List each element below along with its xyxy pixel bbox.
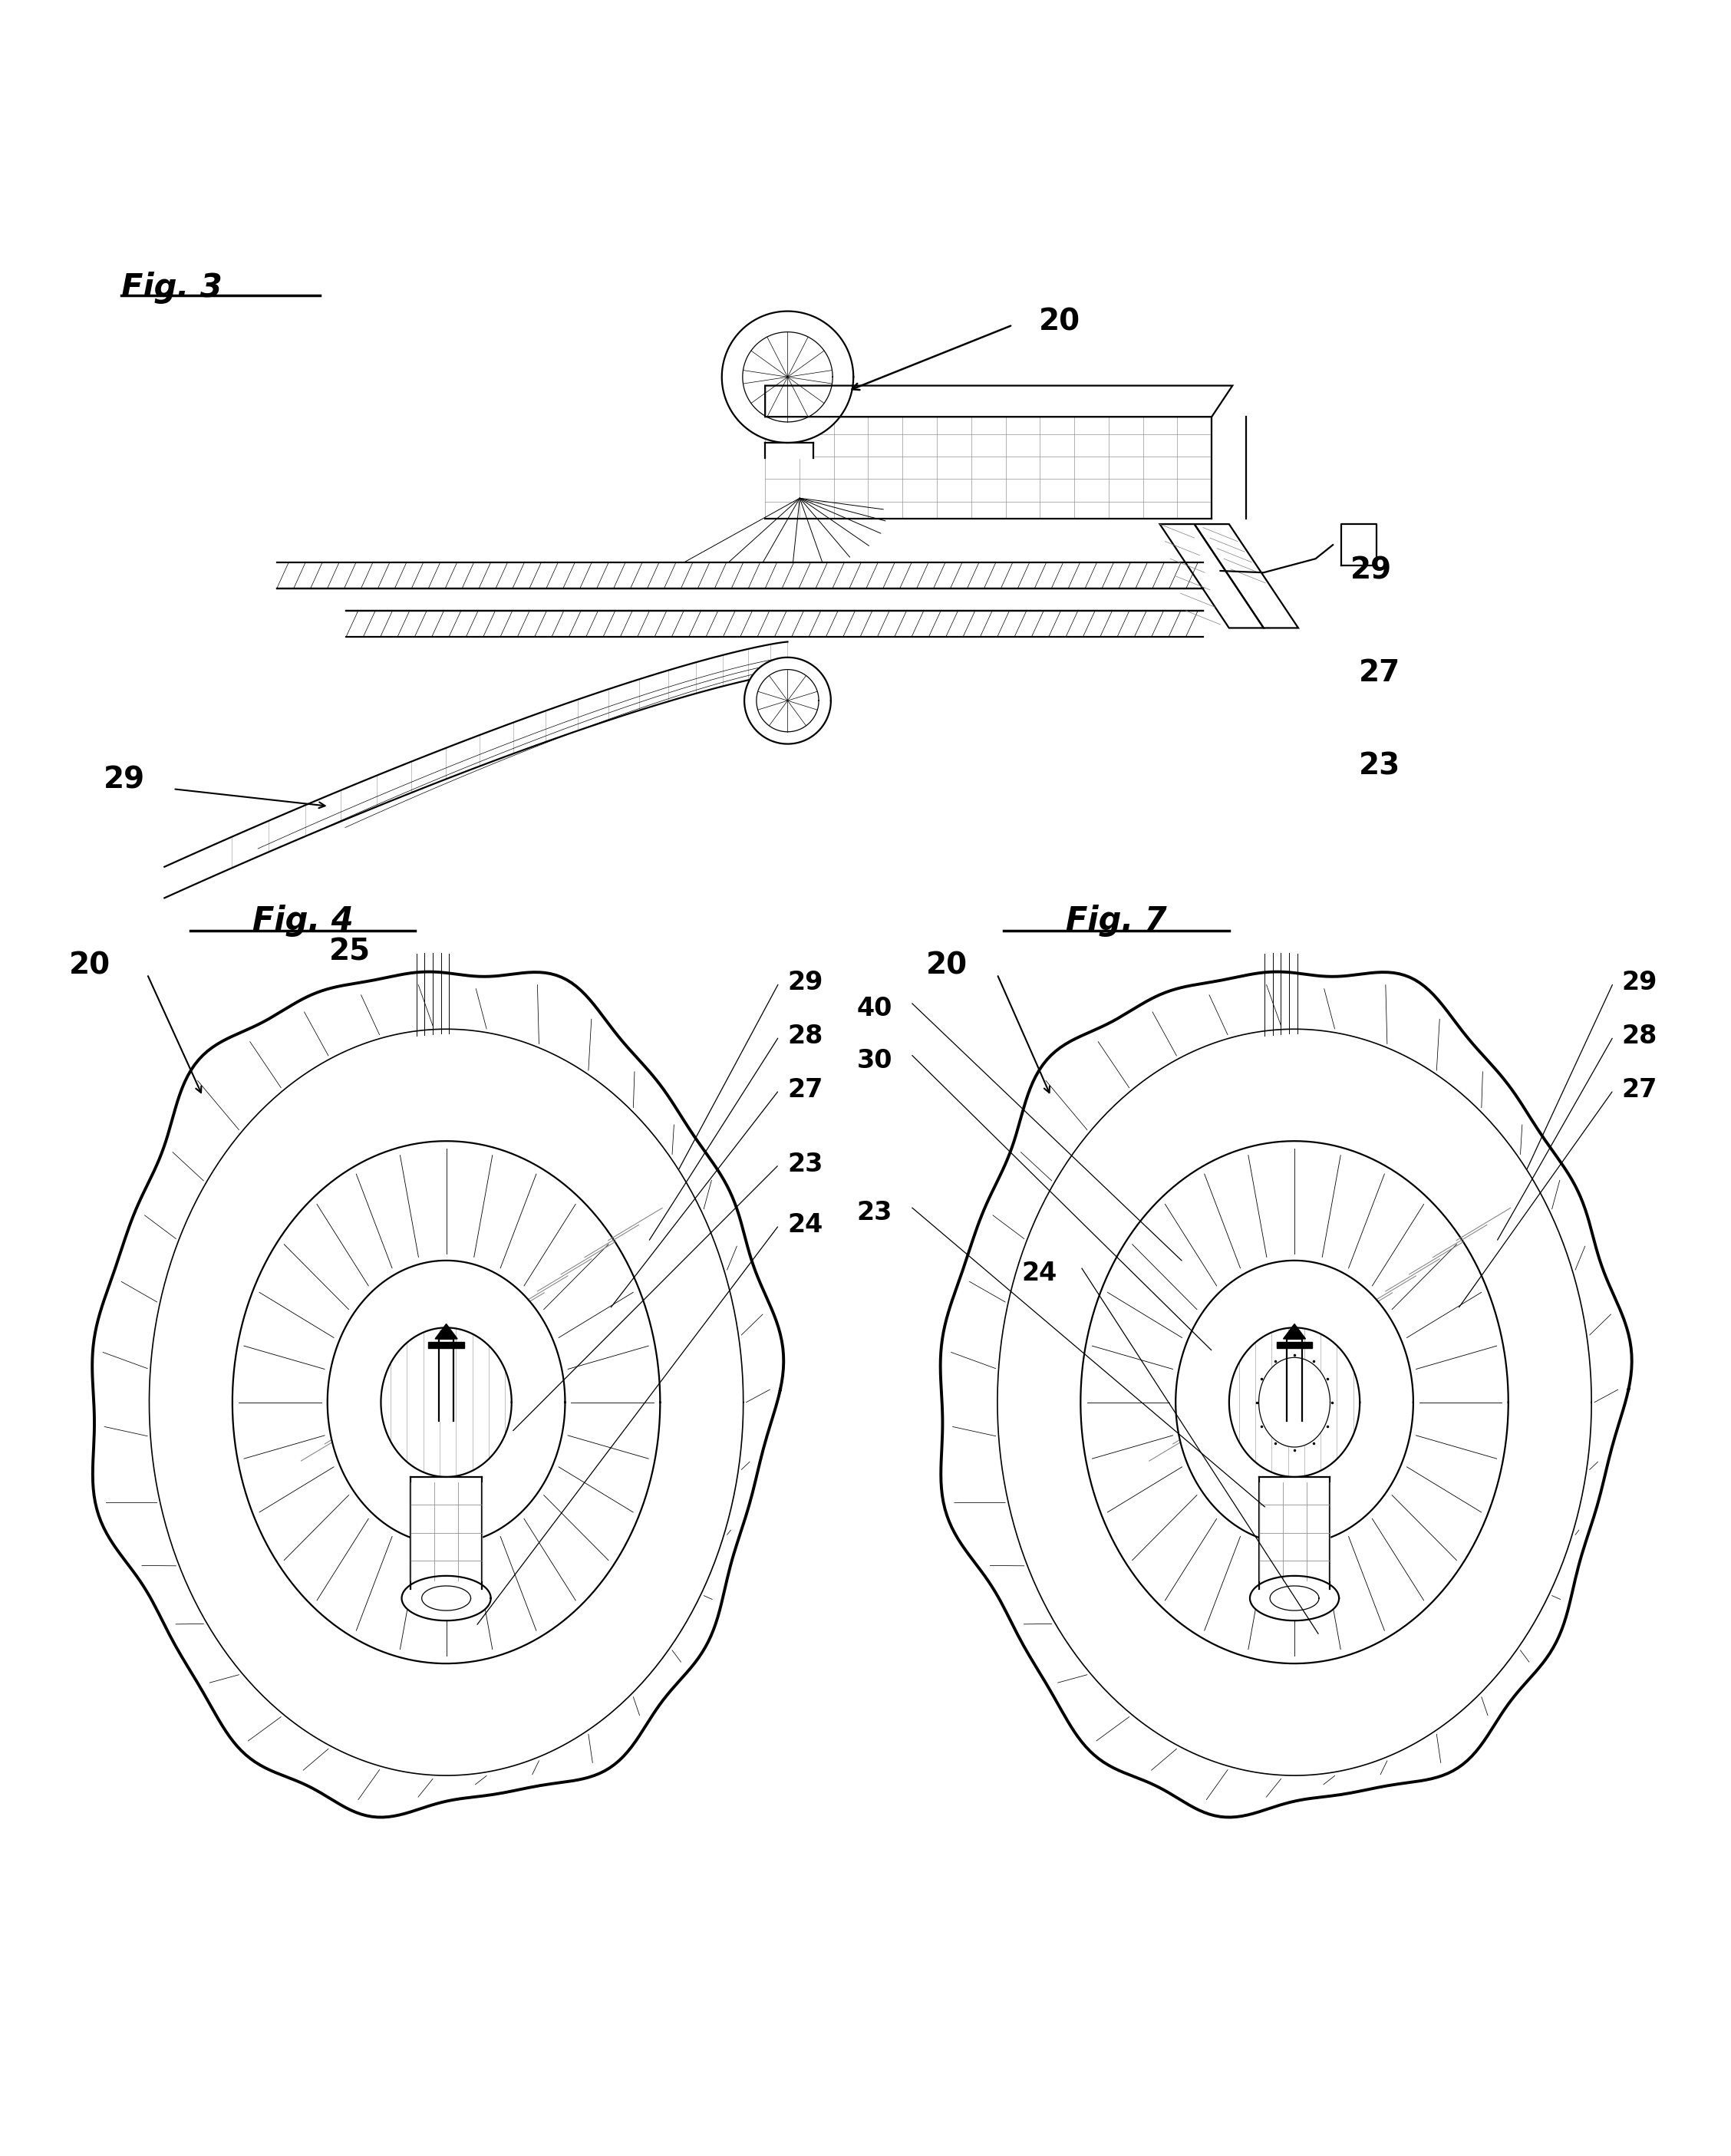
Polygon shape [744,658,831,744]
Polygon shape [346,610,1203,636]
Polygon shape [1250,1576,1340,1621]
Polygon shape [765,442,814,459]
Text: 40: 40 [857,996,893,1022]
Polygon shape [1160,524,1264,627]
Text: 29: 29 [788,970,824,996]
Polygon shape [1175,1261,1412,1544]
Polygon shape [722,310,853,442]
Text: Fig. 4: Fig. 4 [253,906,353,938]
Text: 27: 27 [1359,658,1400,688]
Text: 20: 20 [69,951,111,981]
Polygon shape [1229,1328,1361,1477]
Polygon shape [1277,1341,1312,1348]
Text: 23: 23 [788,1151,824,1177]
Text: 27: 27 [1622,1078,1658,1102]
Text: 23: 23 [857,1201,893,1225]
Text: 29: 29 [1622,970,1658,996]
Polygon shape [1258,1358,1329,1447]
Text: 27: 27 [788,1078,824,1102]
Polygon shape [149,1028,743,1777]
Polygon shape [381,1328,512,1477]
Polygon shape [410,1477,481,1589]
Polygon shape [940,972,1632,1818]
Polygon shape [765,386,1232,416]
Text: 20: 20 [1039,306,1080,336]
Polygon shape [277,563,1203,589]
Polygon shape [1342,524,1376,565]
Text: 28: 28 [788,1024,824,1050]
Text: 24: 24 [788,1212,824,1238]
Polygon shape [1283,1324,1305,1339]
Text: 29: 29 [1350,556,1392,586]
Polygon shape [997,1028,1591,1777]
Polygon shape [1288,1339,1302,1421]
Polygon shape [1194,524,1298,627]
Text: 23: 23 [1359,752,1400,780]
Text: 25: 25 [329,938,370,966]
Polygon shape [327,1261,564,1544]
Polygon shape [1080,1141,1508,1664]
Polygon shape [434,1324,457,1339]
Polygon shape [1258,1477,1329,1589]
Polygon shape [1212,416,1246,520]
Polygon shape [232,1141,660,1664]
Text: 29: 29 [104,765,145,796]
Text: Fig. 7: Fig. 7 [1066,906,1167,938]
Text: 28: 28 [1622,1024,1658,1050]
Polygon shape [440,1339,454,1421]
Polygon shape [277,589,1203,610]
Text: 30: 30 [857,1048,893,1074]
Text: 24: 24 [1021,1261,1058,1287]
Polygon shape [765,416,1212,520]
Polygon shape [92,972,784,1818]
Polygon shape [402,1576,492,1621]
Polygon shape [429,1341,464,1348]
Text: 20: 20 [926,951,968,981]
Text: Fig. 3: Fig. 3 [121,272,222,304]
